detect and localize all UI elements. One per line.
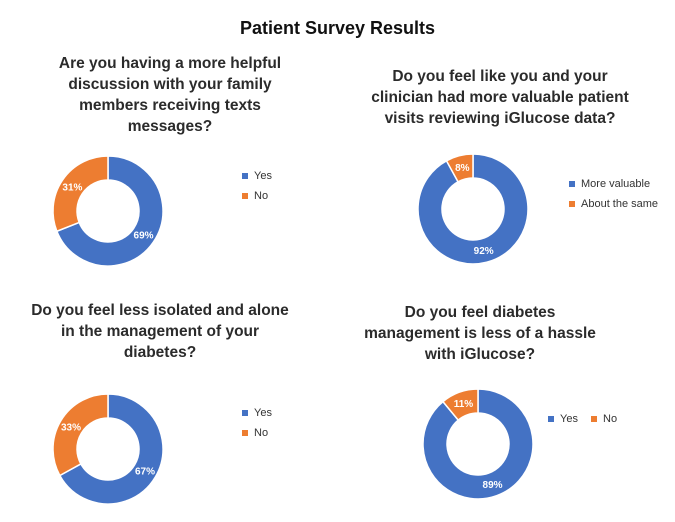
slice-yes xyxy=(422,388,534,500)
slice-no xyxy=(52,393,109,477)
legend-swatch xyxy=(242,410,248,416)
legend-swatch xyxy=(569,181,575,187)
chart-1-donut: 69% 31% xyxy=(52,155,164,267)
data-label: 69% xyxy=(134,231,154,242)
legend-swatch xyxy=(569,201,575,207)
slice-yes xyxy=(58,393,164,505)
chart-2-donut: 92% 8% xyxy=(417,153,529,265)
chart-3-donut: 67% 33% xyxy=(52,393,164,505)
legend-item-no: No xyxy=(242,186,272,206)
legend-item-yes: Yes xyxy=(242,166,272,186)
legend-item-yes: Yes xyxy=(242,403,272,423)
legend-label: No xyxy=(254,427,269,439)
legend-item-about-the-same: About the same xyxy=(569,194,658,214)
chart-3-question: Do you feel less isolated and alone in t… xyxy=(31,302,289,361)
legend-swatch xyxy=(242,430,248,436)
chart-3-legend: Yes No xyxy=(242,403,272,443)
chart-2-question: Do you feel like you and your clinician … xyxy=(371,68,629,127)
legend-label: Yes xyxy=(560,413,578,425)
data-label: 8% xyxy=(455,163,470,174)
legend-label: About the same xyxy=(581,198,659,210)
page-title: Patient Survey Results xyxy=(239,18,436,38)
data-label: 33% xyxy=(61,423,81,434)
chart-2-legend: More valuable About the same xyxy=(569,174,658,214)
legend-item-more-valuable: More valuable xyxy=(569,174,658,194)
slice-about-the-same xyxy=(445,153,474,183)
chart-4-donut: 89% 11% xyxy=(422,388,534,500)
data-label: 31% xyxy=(62,182,82,193)
legend-swatch xyxy=(242,193,248,199)
slice-yes xyxy=(55,155,164,267)
legend-item-no: No xyxy=(242,423,272,443)
chart-4-legend: Yes No xyxy=(548,409,627,429)
chart-4-question: Do you feel diabetes management is less … xyxy=(364,304,596,363)
legend-item-no: No xyxy=(591,409,617,429)
data-label: 67% xyxy=(135,466,155,477)
slice-more-valuable xyxy=(417,153,529,265)
legend-label: Yes xyxy=(254,407,272,419)
legend-swatch xyxy=(591,416,598,422)
legend-label: Yes xyxy=(254,170,272,182)
legend-label: No xyxy=(603,413,618,425)
legend-label: No xyxy=(254,190,269,202)
slice-no xyxy=(52,155,109,233)
slice-no xyxy=(441,388,479,422)
legend-label: More valuable xyxy=(581,178,651,190)
data-label: 92% xyxy=(474,246,494,257)
data-label: 11% xyxy=(454,399,474,410)
legend-swatch xyxy=(242,173,248,179)
legend-item-yes: Yes xyxy=(548,409,578,429)
chart-1-legend: Yes No xyxy=(242,166,272,206)
legend-swatch xyxy=(548,416,554,422)
chart-1-question: Are you having a more helpful discussion… xyxy=(58,55,282,135)
data-label: 89% xyxy=(483,480,503,491)
